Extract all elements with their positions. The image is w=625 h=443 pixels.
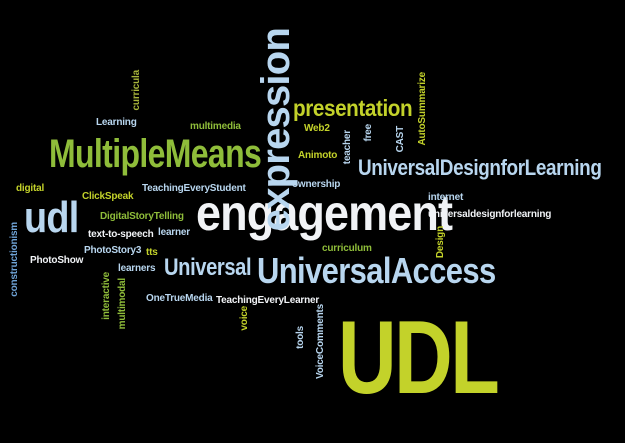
word-teachingeverystudent: TeachingEveryStudent (142, 183, 246, 194)
word-autosummarize: AutoSummarize (417, 72, 428, 146)
word-digital: digital (16, 183, 45, 194)
word-internet: internet (428, 192, 464, 203)
word-learner: learner (158, 227, 190, 238)
word-ownership: ownership (292, 179, 341, 190)
word-digitalstorytelling: DigitalStoryTelling (100, 211, 184, 222)
word-clickspeak: ClickSpeak (82, 191, 134, 202)
word-universalaccess: UniversalAccess (257, 250, 496, 291)
word-tools: tools (295, 326, 306, 349)
word-udl-small: udl (24, 193, 79, 242)
word-text-to-speech: text-to-speech (88, 229, 154, 240)
word-multimodal: multimodal (117, 278, 128, 330)
word-tts: tts (146, 247, 158, 258)
word-learners: learners (118, 263, 156, 274)
word-universaldesignforlearning: universaldesignforlearning (428, 209, 552, 220)
word-voicecomments: VoiceComments (315, 304, 326, 380)
word-teacher: teacher (342, 130, 353, 165)
word-universal: Universal (164, 254, 252, 281)
word-photostory3: PhotoStory3 (84, 245, 142, 256)
word-learning: Learning (96, 117, 137, 128)
word-web2: Web2 (304, 123, 330, 134)
word-multiplemeans: MultipleMeans (49, 132, 262, 176)
word-expression: expression (254, 28, 298, 232)
word-engagement: engagement (196, 185, 453, 241)
word-presentation: presentation (293, 95, 413, 121)
word-interactive: interactive (101, 272, 112, 320)
word-onetruemedia: OneTrueMedia (146, 293, 213, 304)
word-curriculum: curriculum (322, 243, 372, 254)
word-animoto: Animoto (298, 150, 338, 161)
word-multimedia-top: multimedia (190, 121, 241, 132)
word-free: free (363, 124, 374, 142)
word-constructionism: constructionism (9, 222, 20, 297)
word-udl-big: UDL (338, 300, 500, 416)
word-universaldesignforlearning-title: UniversalDesignforLearning (358, 155, 602, 180)
word-cast: CAST (395, 126, 406, 153)
word-curricula: curricula (131, 70, 142, 111)
word-voice: voice (239, 306, 250, 331)
word-design: Design (435, 226, 446, 259)
word-teachingeverylearner: TeachingEveryLearner (216, 295, 320, 306)
word-photoshow: PhotoShow (30, 255, 84, 266)
